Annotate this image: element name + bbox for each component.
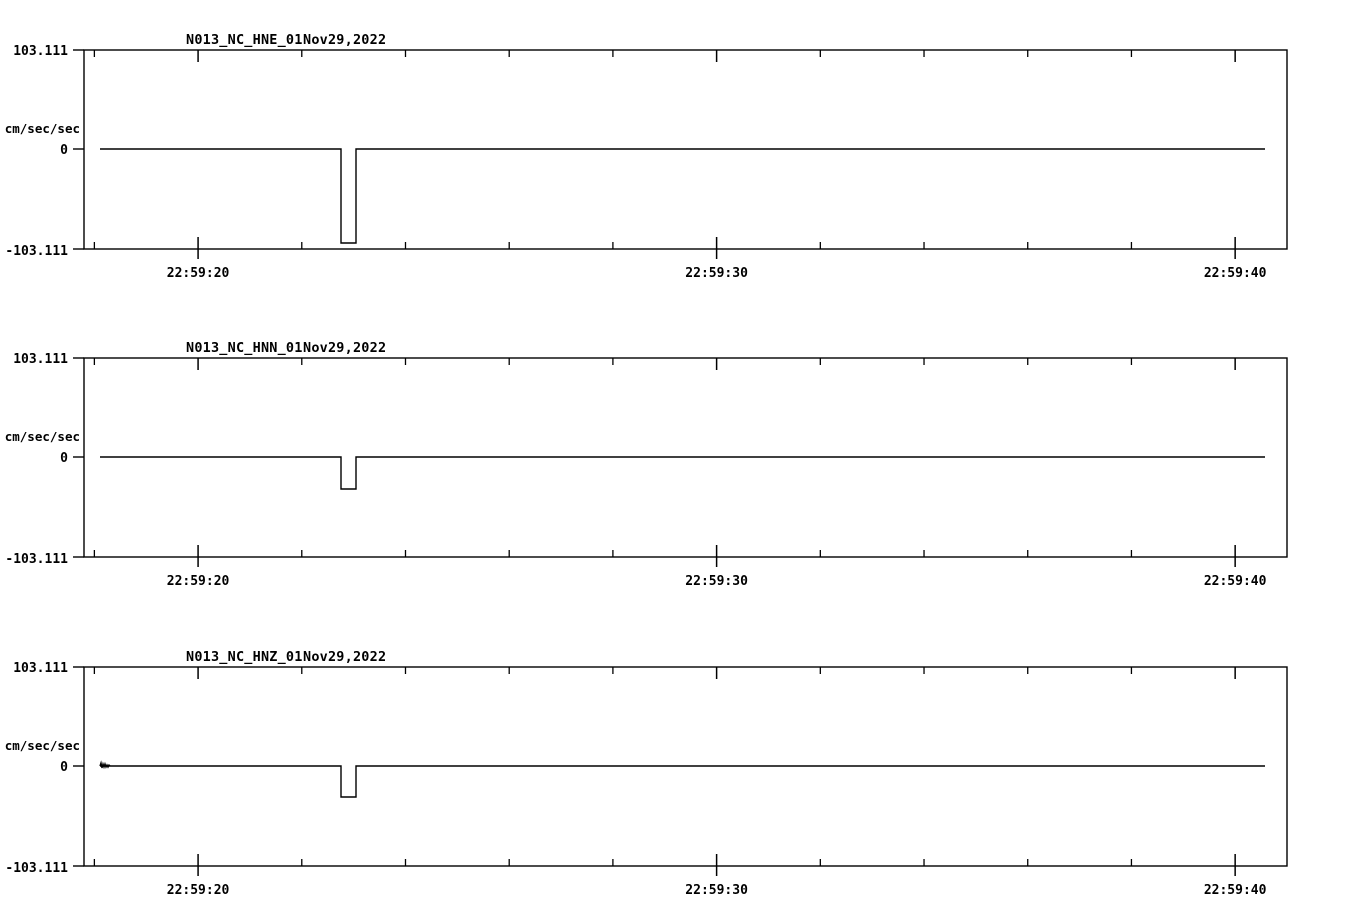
waveform-trace	[100, 765, 1265, 798]
waveform-trace	[100, 148, 1265, 244]
x-axis-ticks-top	[93, 50, 1236, 62]
x-tick-label: 22:59:20	[167, 266, 230, 281]
panel-hnn-svg: N013_NC_HNN_01 Nov29,2022 103.111 cm/sec…	[5, 340, 1288, 589]
panel-title-date: Nov29,2022	[303, 340, 386, 356]
y-axis-min-label: -103.111	[5, 552, 68, 567]
y-axis-min-label: -103.111	[5, 861, 68, 876]
x-axis-ticks	[93, 545, 1236, 567]
x-tick-label: 22:59:30	[685, 266, 748, 281]
x-axis-ticks-top	[93, 667, 1236, 679]
x-axis-tick-labels: 22:59:20 22:59:30 22:59:40	[167, 574, 1267, 589]
seismogram-panel-hnz: N013_NC_HNZ_01 Nov29,2022 103.111 cm/sec…	[0, 617, 1358, 924]
panel-title-station: N013_NC_HNE_01	[186, 32, 303, 48]
y-axis-unit-label: cm/sec/sec	[5, 429, 80, 444]
seismogram-panel-hne: N013_NC_HNE_01 Nov29,2022 103.111 cm/sec…	[0, 0, 1358, 300]
plot-frame	[83, 357, 1288, 558]
panel-hne-svg: N013_NC_HNE_01 Nov29,2022 103.111 cm/sec…	[5, 32, 1288, 281]
x-tick-label: 22:59:30	[685, 574, 748, 589]
seismogram-panel-hnn: N013_NC_HNN_01 Nov29,2022 103.111 cm/sec…	[0, 308, 1358, 608]
y-axis-max-label: 103.111	[13, 661, 68, 676]
panel-title-station: N013_NC_HNN_01	[186, 340, 303, 356]
panel-title-station: N013_NC_HNZ_01	[186, 649, 303, 665]
y-axis-max-label: 103.111	[13, 352, 68, 367]
y-axis-zero-label: 0	[60, 143, 68, 158]
x-tick-label: 22:59:40	[1204, 883, 1267, 898]
x-axis-ticks	[93, 854, 1236, 876]
x-tick-label: 22:59:20	[167, 574, 230, 589]
panel-hnz-svg: N013_NC_HNZ_01 Nov29,2022 103.111 cm/sec…	[5, 649, 1288, 898]
waveform-trace	[100, 456, 1265, 490]
y-axis-unit-label: cm/sec/sec	[5, 738, 80, 753]
x-axis-tick-labels: 22:59:20 22:59:30 22:59:40	[167, 883, 1267, 898]
x-axis-tick-labels: 22:59:20 22:59:30 22:59:40	[167, 266, 1267, 281]
x-axis-ticks-top	[93, 358, 1236, 370]
x-tick-label: 22:59:40	[1204, 574, 1267, 589]
y-axis-zero-label: 0	[60, 451, 68, 466]
y-axis-unit-label: cm/sec/sec	[5, 121, 80, 136]
y-axis-max-label: 103.111	[13, 44, 68, 59]
y-axis-min-label: -103.111	[5, 244, 68, 259]
x-tick-label: 22:59:30	[685, 883, 748, 898]
x-axis-ticks	[93, 237, 1236, 259]
panel-title-date: Nov29,2022	[303, 32, 386, 48]
plot-frame	[83, 49, 1288, 250]
plot-frame	[83, 666, 1288, 867]
x-tick-label: 22:59:40	[1204, 266, 1267, 281]
x-tick-label: 22:59:20	[167, 883, 230, 898]
y-axis-zero-label: 0	[60, 760, 68, 775]
panel-title-date: Nov29,2022	[303, 649, 386, 665]
